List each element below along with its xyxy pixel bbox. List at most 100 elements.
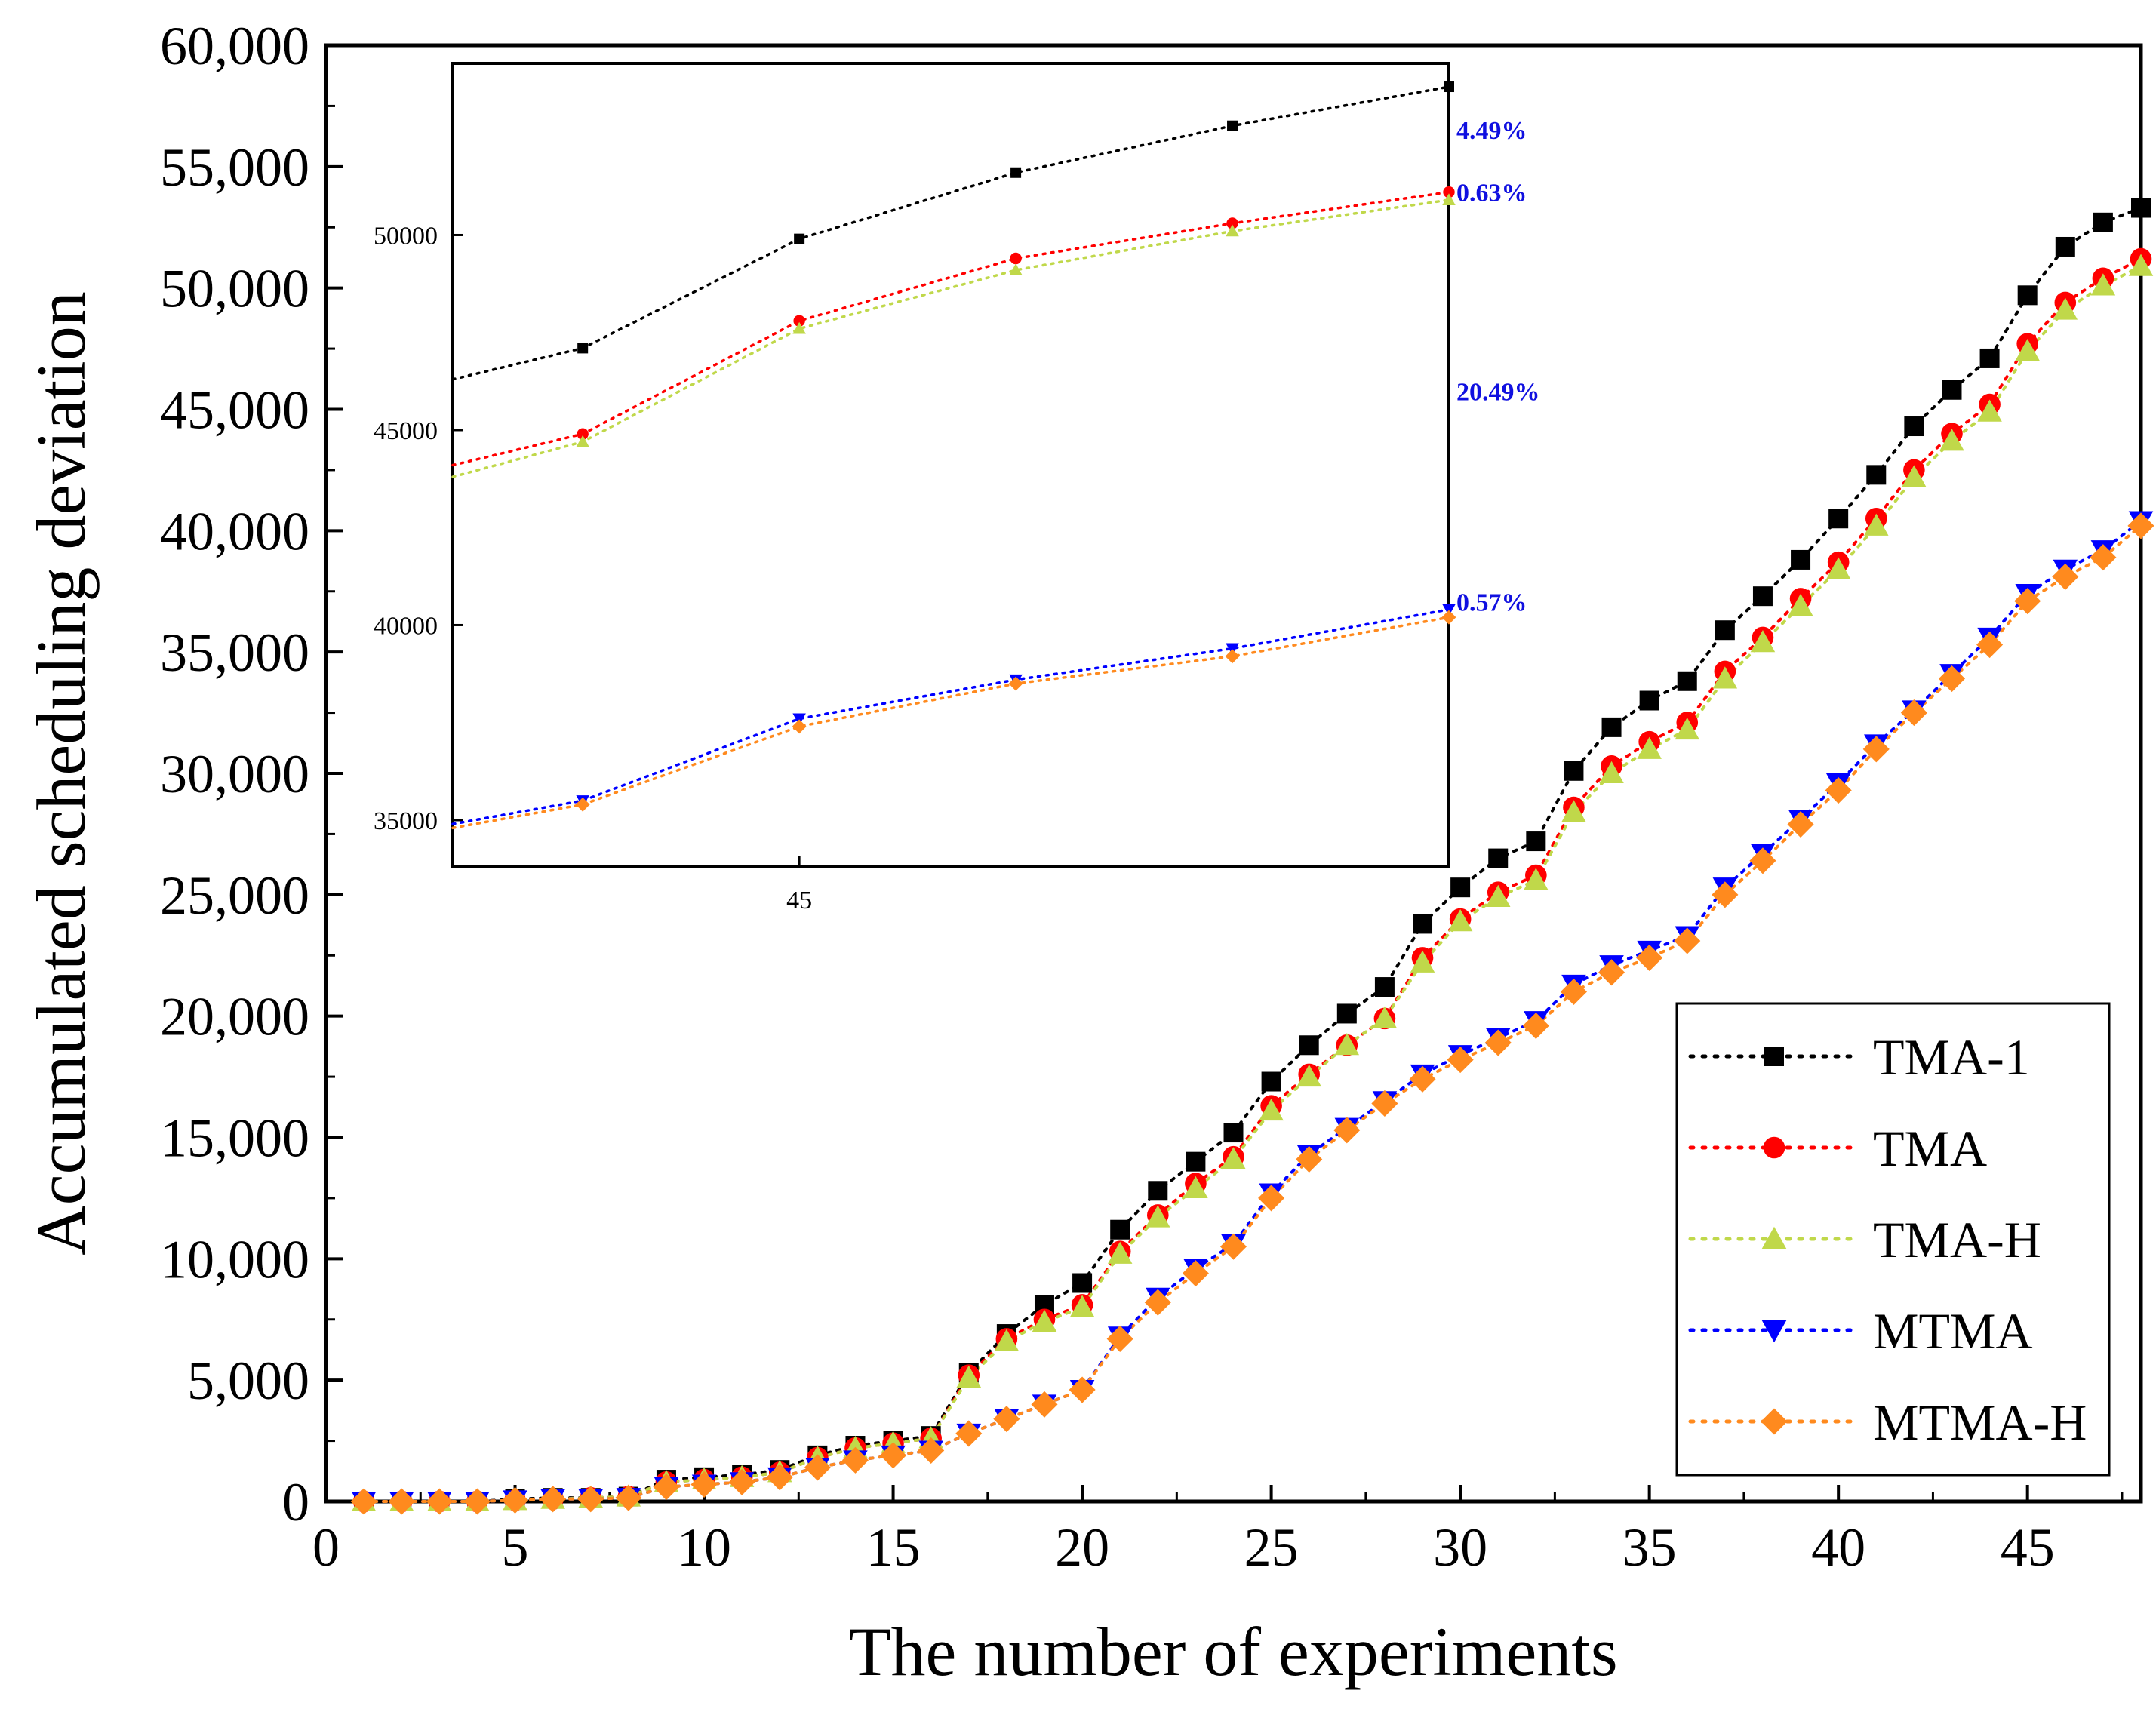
data-point-TMA-H [1977, 399, 2002, 422]
data-point-TMA-1 [1072, 1273, 1093, 1293]
data-point-TMA-1 [1791, 549, 1811, 570]
legend-label-MTMA-H: MTMA-H [1873, 1394, 2087, 1451]
data-point-TMA-H [2053, 297, 2078, 320]
data-point-MTMA-H [653, 1474, 680, 1501]
legend-items: TMA-1 TMA TMA-H MTMA MTMA-H [1688, 1028, 2087, 1451]
data-point-MTMA-H [1219, 1233, 1247, 1260]
inset-data-point-TMA [1226, 217, 1238, 229]
data-point-TMA-1 [1677, 671, 1697, 691]
data-point-TMA-1 [1148, 1181, 1168, 1201]
percentage-annotation: 0.63% [1456, 180, 1527, 207]
data-point-MTMA-H [1484, 1029, 1512, 1056]
data-point-MTMA-H [2090, 544, 2117, 571]
data-point-TMA-H [1712, 666, 1738, 689]
inset-y-tick-label: 45000 [374, 417, 438, 445]
inset-axis-ticks: 35000 40000 45000 50000 45 [374, 222, 812, 914]
y-axis-label: Accumulated scheduling deviation [23, 291, 100, 1255]
data-point-MTMA-H [1712, 881, 1739, 908]
data-point-MTMA-H [728, 1468, 755, 1495]
data-point-MTMA-H [1031, 1391, 1058, 1418]
data-point-MTMA-H [918, 1437, 945, 1464]
data-point-TMA-H [1599, 761, 1624, 783]
legend-marker-MTMA [1761, 1320, 1787, 1343]
percentage-annotation: 4.49% [1456, 117, 1527, 145]
data-point-MTMA-H [540, 1486, 567, 1513]
data-point-TMA-H [2090, 273, 2116, 296]
y-tick-label: 50,000 [160, 259, 309, 319]
data-point-MTMA-H [388, 1488, 415, 1515]
inset-data-point-TMA-1 [1444, 81, 1454, 93]
data-point-TMA-H [1788, 593, 1813, 616]
inset-data-point-TMA-H [1009, 263, 1023, 276]
data-point-MTMA-H [1144, 1289, 1171, 1316]
data-point-TMA-H [1259, 1098, 1284, 1121]
legend: TMA-1 TMA TMA-H MTMA MTMA-H [1675, 1002, 2111, 1477]
legend-label-TMA-H: TMA-H [1873, 1211, 2041, 1268]
data-point-MTMA-H [766, 1464, 793, 1491]
data-point-MTMA-H [463, 1488, 491, 1515]
data-point-TMA-H [1675, 717, 1699, 740]
data-point-TMA-1 [1374, 977, 1395, 997]
y-tick-label: 60,000 [160, 16, 309, 76]
data-point-TMA-1 [1223, 1123, 1244, 1143]
legend-marker-TMA-1 [1764, 1047, 1784, 1066]
inset-data-point-TMA-H [1226, 224, 1239, 237]
data-point-TMA-H [1939, 429, 1964, 451]
inset-series-line-TMA [451, 190, 1450, 467]
data-point-MTMA-H [1938, 665, 1966, 693]
x-tick-label: 0 [312, 1517, 340, 1578]
data-point-TMA-H [1069, 1295, 1095, 1317]
inset-y-tick-label: 35000 [374, 807, 438, 835]
percentage-annotation: 0.57% [1456, 589, 1527, 616]
inset-data-point-TMA-1 [1227, 120, 1238, 131]
data-point-TMA-H [994, 1329, 1020, 1351]
x-tick-label: 15 [866, 1517, 921, 1578]
data-point-TMA-1 [1942, 380, 1962, 400]
x-tick-label: 25 [1244, 1517, 1299, 1578]
legend-label-TMA: TMA [1873, 1120, 1987, 1177]
data-point-TMA-1 [1715, 620, 1735, 641]
y-tick-label: 25,000 [160, 865, 309, 926]
data-point-TMA-1 [1979, 348, 2000, 368]
data-point-TMA-H [2015, 339, 2040, 361]
data-point-MTMA-H [1787, 811, 1814, 838]
inset-data-point-MTMA-H [792, 719, 807, 734]
data-point-MTMA-H [1296, 1145, 1323, 1173]
inset-data-point-MTMA [1226, 643, 1239, 656]
data-point-MTMA-H [955, 1420, 983, 1447]
inset-series-line-TMA-1 [451, 85, 1450, 381]
data-point-MTMA-H [1106, 1325, 1133, 1353]
data-point-TMA-1 [1752, 586, 1773, 607]
x-tick-label: 20 [1055, 1517, 1109, 1578]
data-point-TMA-H [2128, 254, 2154, 276]
data-point-TMA-H [1524, 868, 1549, 890]
data-point-MTMA-H [2052, 563, 2079, 590]
data-point-TMA-H [1750, 630, 1776, 653]
data-point-MTMA-H [1560, 978, 1587, 1006]
data-point-MTMA-H [841, 1446, 869, 1474]
inset-data-point-TMA [577, 428, 589, 440]
inset-data-point-TMA-1 [1010, 167, 1022, 178]
legend-marker-TMA-H [1761, 1226, 1787, 1249]
data-point-TMA-H [1637, 736, 1662, 759]
data-point-TMA-1 [1488, 848, 1509, 868]
inset-data-point-MTMA-H [575, 797, 590, 812]
data-point-MTMA-H [1522, 1012, 1549, 1040]
data-point-MTMA-H [577, 1486, 604, 1513]
main-series-layer [350, 198, 2154, 1515]
legend-marker-TMA [1763, 1136, 1785, 1159]
y-tick-label: 0 [282, 1472, 309, 1532]
data-point-TMA-1 [2055, 236, 2075, 257]
data-point-MTMA-H [1636, 944, 1663, 972]
legend-marker-MTMA-H [1761, 1408, 1788, 1435]
inset-series-layer [451, 81, 1456, 830]
data-point-MTMA-H [1182, 1260, 1209, 1287]
data-point-MTMA-H [690, 1471, 718, 1498]
inset-background [453, 63, 1449, 867]
data-point-MTMA-H [350, 1488, 377, 1515]
data-point-MTMA-H [2127, 512, 2154, 539]
legend-label-TMA-1: TMA-1 [1873, 1028, 2030, 1086]
data-point-TMA-H [1372, 1006, 1398, 1028]
x-axis-label: The number of experiments [848, 1613, 1617, 1690]
